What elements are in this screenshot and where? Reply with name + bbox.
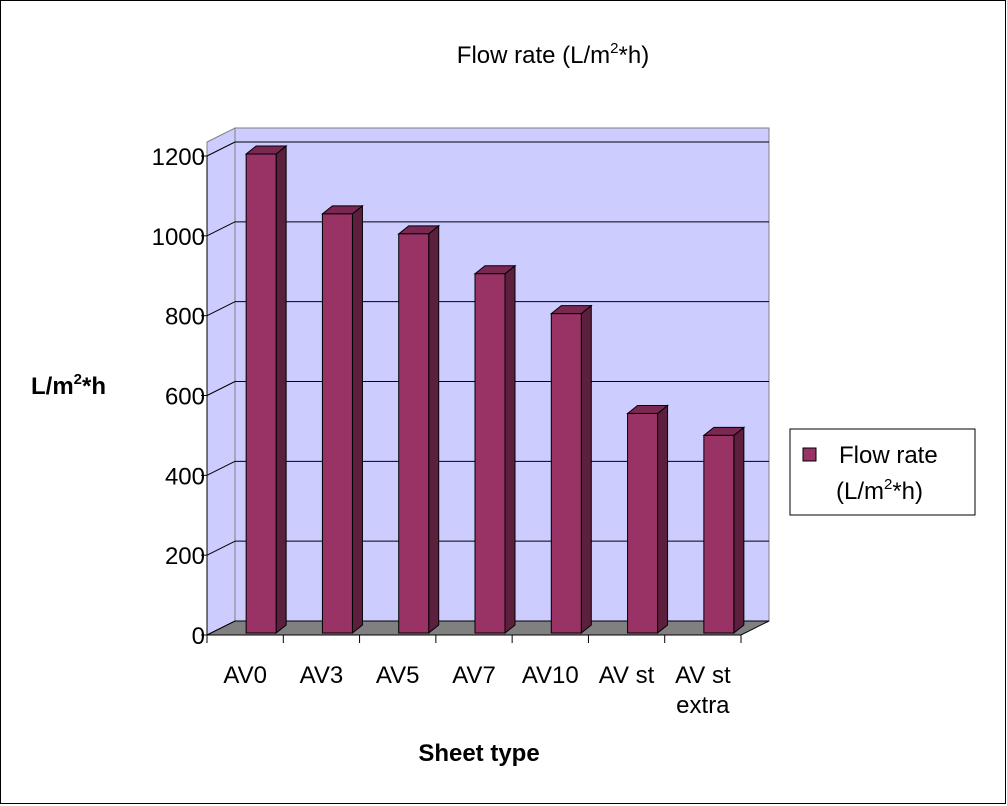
x-tick-label: AV7	[452, 662, 496, 689]
bar	[549, 304, 593, 635]
x-tick-label: AV st	[675, 662, 731, 689]
y-tick-label: 400	[165, 463, 205, 490]
legend-swatch	[802, 447, 817, 462]
bars	[244, 144, 746, 635]
x-tick-label: AV0	[223, 662, 267, 689]
gridline-side	[206, 221, 236, 237]
legend-label-line2: (L/m2*h)	[836, 476, 923, 505]
bar-front	[550, 313, 582, 634]
bar-front	[321, 213, 353, 634]
y-tick-label: 1200	[152, 144, 205, 171]
gridline-side	[206, 301, 236, 317]
x-tick-label: AV st	[599, 662, 655, 689]
legend-label-line1: Flow rate	[839, 442, 938, 469]
y-axis-ticks: 0 200 400 600 800 1000 1200	[152, 144, 208, 650]
y-tick-label: 800	[165, 304, 205, 331]
x-tick-label: AV10	[522, 662, 579, 689]
y-tick-label: 1000	[152, 224, 205, 251]
chart-title: Flow rate (L/m2*h)	[457, 40, 649, 69]
gridline-side	[206, 540, 236, 556]
y-tick-label: 0	[192, 623, 205, 650]
bar	[321, 204, 364, 635]
bar-side	[733, 426, 745, 635]
gridline-side	[206, 460, 236, 476]
x-tick-label: AV3	[300, 662, 344, 689]
bar	[397, 224, 441, 635]
gridline-side	[206, 141, 236, 157]
bar-front	[627, 412, 659, 634]
bar-front	[474, 273, 506, 634]
side-wall	[206, 127, 236, 636]
bar-side	[580, 304, 592, 635]
x-tick-label: extra	[676, 692, 730, 719]
bar-side	[657, 404, 669, 635]
y-axis-title: L/m2*h	[31, 371, 106, 400]
bar	[626, 404, 669, 635]
x-axis-ticks: AV0 AV3 AV5 AV7 AV10 AV st AV st extra	[206, 634, 742, 719]
x-tick-label: AV5	[376, 662, 420, 689]
bar-front	[703, 434, 735, 634]
bar-front	[245, 153, 277, 634]
x-axis-title: Sheet type	[418, 740, 539, 767]
y-tick-label: 200	[165, 543, 205, 570]
legend: Flow rate (L/m2*h)	[789, 428, 976, 516]
bar-side	[428, 224, 440, 635]
bar	[702, 426, 746, 635]
bar-side	[504, 264, 516, 635]
bar-side	[351, 204, 363, 635]
bar-side	[275, 144, 287, 635]
legend-box	[789, 428, 976, 516]
bar	[473, 264, 517, 635]
bar-front	[398, 233, 430, 634]
y-tick-label: 600	[165, 384, 205, 411]
bar	[244, 144, 288, 635]
gridline-side	[206, 381, 236, 396]
